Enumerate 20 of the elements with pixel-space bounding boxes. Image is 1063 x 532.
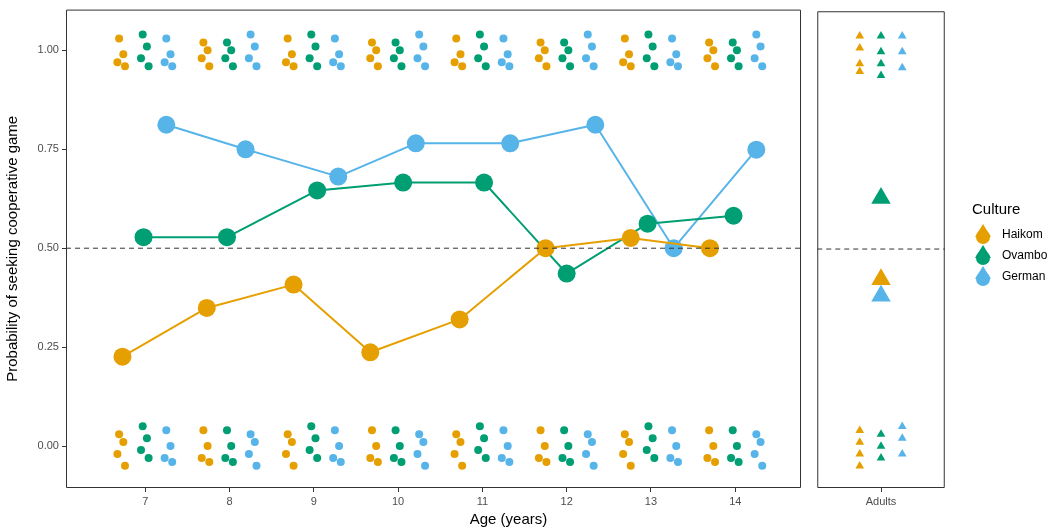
- legend-label: Ovambo: [1002, 247, 1048, 262]
- legend-title: Culture: [972, 200, 1022, 217]
- x-tick-label: 10: [391, 494, 405, 507]
- x-tick-label: 12: [560, 494, 573, 507]
- x-tick-label: 9: [310, 494, 317, 507]
- legend-label: German: [1002, 268, 1046, 283]
- y-tick-label: 0.00: [37, 439, 59, 452]
- x-tick-label: 14: [729, 494, 742, 507]
- x-tick-label: 7: [142, 494, 149, 507]
- y-tick-label: 0.50: [37, 241, 59, 254]
- y-axis-title: Probability of seeking cooperative game: [3, 115, 21, 382]
- y-tick-label: 1.00: [37, 43, 59, 56]
- x-tick-label: Adults: [865, 494, 897, 507]
- legend-label: Haikom: [1002, 226, 1043, 241]
- y-tick-label: 0.75: [37, 142, 59, 155]
- x-tick-label: 11: [476, 494, 489, 507]
- x-tick-label: 8: [226, 494, 233, 507]
- y-tick-label: 0.25: [37, 340, 59, 353]
- x-tick-label: 13: [644, 494, 658, 507]
- x-axis-title: Age (years): [468, 510, 549, 527]
